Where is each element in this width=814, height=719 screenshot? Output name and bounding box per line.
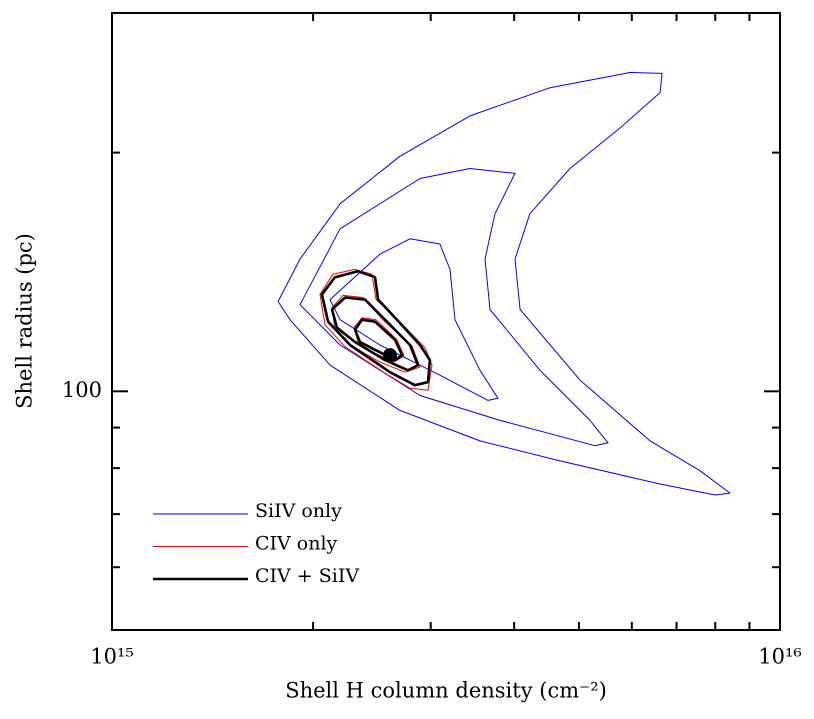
- y-axis-label: Shell radius (pc): [13, 233, 37, 409]
- contour: [329, 238, 499, 401]
- contour: [320, 270, 432, 387]
- x-axis-label: Shell H column density (cm⁻²): [285, 679, 607, 703]
- legend-label: CIV + SiIV: [255, 565, 359, 587]
- contour: [299, 168, 609, 447]
- contour: [353, 318, 404, 362]
- legend-label: CIV only: [255, 533, 338, 555]
- legend-label: SiIV only: [255, 500, 342, 522]
- contour: [330, 296, 420, 372]
- best-fit-point: [382, 348, 397, 363]
- x-tick-label: 10¹⁶: [758, 645, 802, 669]
- plot-frame: [111, 12, 781, 631]
- contour: [277, 72, 731, 496]
- y-tick-label: 100: [62, 378, 102, 402]
- x-tick-label: 10¹⁵: [90, 645, 134, 669]
